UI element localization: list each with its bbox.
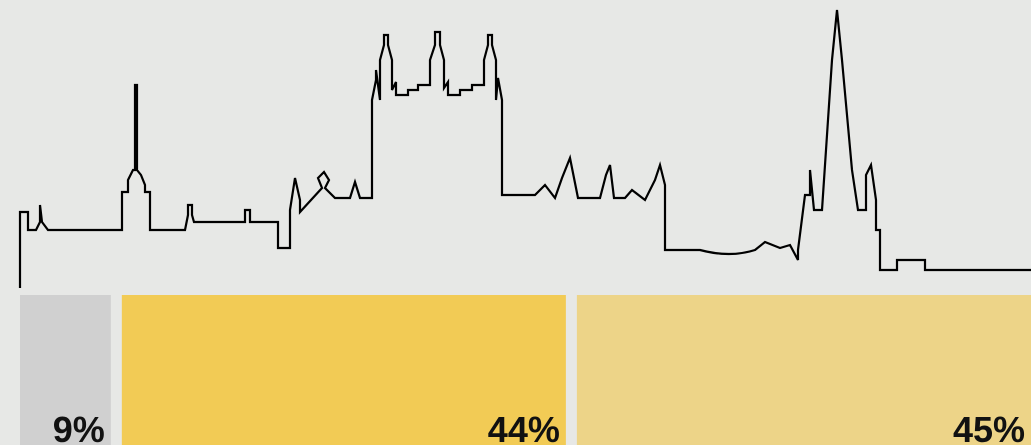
bar (576, 295, 1031, 445)
skyline (18, 9, 1031, 288)
value-label: 45% (953, 409, 1025, 445)
bar (121, 295, 566, 445)
value-label: 9% (53, 409, 105, 445)
value-label: 44% (488, 409, 560, 445)
bar (20, 295, 111, 445)
